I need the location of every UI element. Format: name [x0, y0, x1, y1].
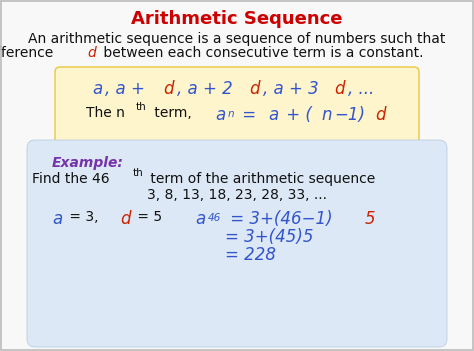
Text: + (: + (: [282, 106, 312, 124]
Text: 46: 46: [208, 213, 221, 223]
Text: a: a: [92, 80, 102, 98]
Text: Example:: Example:: [52, 156, 124, 170]
Text: term of the arithmetic sequence: term of the arithmetic sequence: [146, 172, 375, 186]
Text: −1): −1): [335, 106, 366, 124]
Text: Find the 46: Find the 46: [32, 172, 109, 186]
Text: the difference: the difference: [0, 46, 58, 60]
Text: , a + 3: , a + 3: [263, 80, 319, 98]
Text: term,: term,: [150, 106, 200, 120]
Text: d: d: [120, 210, 130, 228]
Text: between each consecutive term is a constant.: between each consecutive term is a const…: [99, 46, 423, 60]
FancyBboxPatch shape: [27, 140, 447, 347]
Text: d: d: [249, 80, 260, 98]
Text: th: th: [132, 168, 143, 178]
Text: n: n: [321, 106, 332, 124]
Text: = 3+(45)5: = 3+(45)5: [225, 228, 314, 246]
Text: = 5: = 5: [133, 210, 163, 224]
Text: 5: 5: [364, 210, 375, 228]
Text: , a + 2: , a + 2: [177, 80, 233, 98]
Text: An arithmetic sequence is a sequence of numbers such that: An arithmetic sequence is a sequence of …: [28, 32, 446, 46]
Text: = 3+(46−1): = 3+(46−1): [225, 210, 333, 228]
Text: a: a: [215, 106, 225, 124]
Text: 3, 8, 13, 18, 23, 28, 33, ...: 3, 8, 13, 18, 23, 28, 33, ...: [147, 188, 327, 202]
Text: a: a: [52, 210, 62, 228]
Text: = 228: = 228: [225, 246, 276, 264]
FancyBboxPatch shape: [55, 67, 419, 145]
Text: th: th: [136, 102, 146, 112]
Text: , a +: , a +: [105, 80, 150, 98]
Text: , ...: , ...: [348, 80, 374, 98]
Text: d: d: [88, 46, 96, 60]
Text: a: a: [268, 106, 278, 124]
Text: n: n: [228, 109, 235, 119]
Text: d: d: [164, 80, 174, 98]
Text: = 3,: = 3,: [65, 210, 108, 224]
Text: The n: The n: [86, 106, 125, 120]
Text: =: =: [237, 106, 261, 124]
Text: d: d: [375, 106, 385, 124]
Text: a: a: [195, 210, 205, 228]
Text: Arithmetic Sequence: Arithmetic Sequence: [131, 10, 343, 28]
Text: d: d: [335, 80, 345, 98]
